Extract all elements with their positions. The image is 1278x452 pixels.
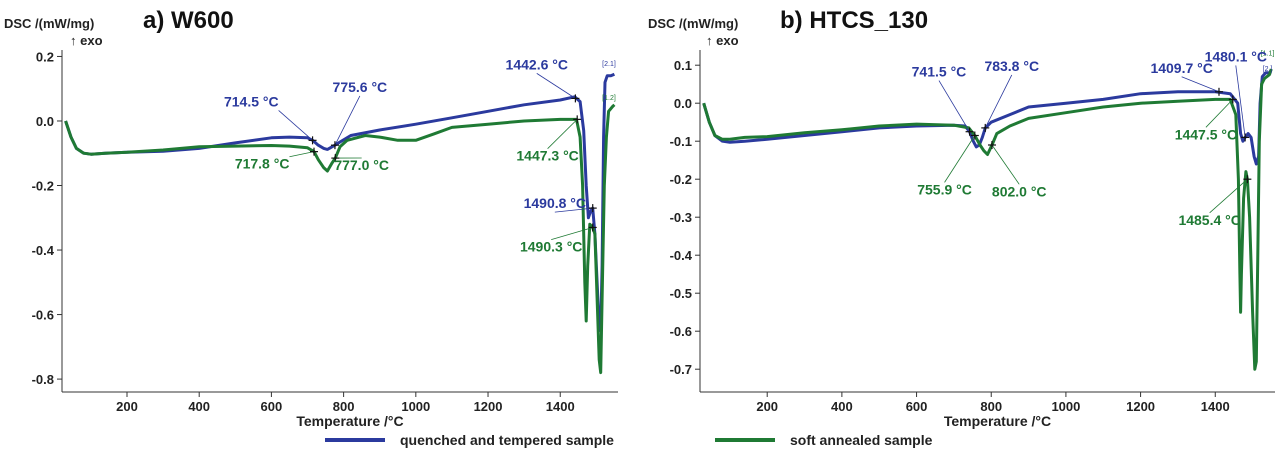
y-tick-label: 0.2 — [36, 49, 54, 64]
curve-tag: [2.] — [1263, 66, 1273, 73]
annotation-leader — [1209, 178, 1248, 214]
annotation-leader — [536, 73, 576, 99]
exo-label-b: ↑ exo — [706, 33, 739, 48]
annotation-label: 802.0 °C — [992, 183, 1047, 199]
x-tick-label: 1400 — [546, 399, 575, 414]
y-tick-label: -0.2 — [32, 179, 54, 194]
annotation-leader — [1205, 99, 1234, 128]
curve-tag: [1.2] — [602, 95, 616, 102]
annotation-label: 1447.5 °C — [1175, 126, 1237, 142]
annotation-label: 777.0 °C — [334, 157, 389, 173]
curve-tag: [1.1] — [1261, 51, 1275, 58]
annotation-label: 1490.3 °C — [520, 239, 582, 255]
y-tick-label: 0.0 — [674, 96, 692, 111]
y-tick-label: -0.7 — [670, 362, 692, 377]
annotation-label: 775.6 °C — [333, 79, 388, 95]
y-axis-label-b: DSC /(mW/mg) — [648, 16, 738, 31]
annotation-leader — [938, 80, 970, 132]
annotation-label: 741.5 °C — [912, 64, 967, 80]
annotation-label: 714.5 °C — [224, 93, 279, 109]
x-tick-label: 200 — [116, 399, 138, 414]
y-tick-label: -0.4 — [32, 243, 55, 258]
x-tick-label: 800 — [980, 399, 1002, 414]
y-tick-label: -0.4 — [670, 248, 693, 263]
annotation-label: 783.8 °C — [984, 58, 1039, 74]
x-tick-label: 600 — [906, 399, 928, 414]
series-line-soft-b — [702, 68, 1273, 371]
x-tick-label: 600 — [261, 399, 283, 414]
legend: quenched and tempered sample soft anneal… — [325, 432, 933, 448]
annotation-leader — [334, 95, 361, 146]
x-tick-label: 1200 — [1126, 399, 1155, 414]
x-axis-label-b: Temperature /°C — [944, 413, 1051, 429]
legend-label-soft: soft annealed sample — [790, 432, 933, 448]
x-axis-label-a: Temperature /°C — [296, 413, 403, 429]
annotation-label: 1447.3 °C — [516, 148, 578, 164]
annotation-leader — [991, 144, 1020, 185]
y-tick-label: 0.1 — [674, 58, 692, 73]
annotation-label: 1485.4 °C — [1178, 212, 1240, 228]
annotation-leader — [554, 207, 593, 213]
chart-title-a: a) W600 — [143, 7, 234, 34]
series-line-soft-a — [64, 103, 616, 375]
y-tick-label: -0.3 — [670, 210, 692, 225]
x-tick-label: 1000 — [1051, 399, 1080, 414]
y-tick-label: -0.8 — [32, 372, 54, 387]
x-tick-label: 1200 — [474, 399, 503, 414]
series-line-quenched-b — [702, 71, 1272, 166]
annotation-leader — [1181, 76, 1220, 93]
x-tick-label: 200 — [756, 399, 778, 414]
annotation-leader — [278, 110, 313, 141]
chart-title-b: b) HTCS_130 — [780, 7, 928, 34]
annotation-label: 755.9 °C — [917, 181, 972, 197]
annotation-label: 1442.6 °C — [506, 56, 568, 72]
annotation-leader — [1235, 65, 1246, 138]
exo-label-a: ↑ exo — [70, 33, 103, 48]
x-tick-label: 400 — [831, 399, 853, 414]
annotation-leader — [944, 135, 976, 183]
y-tick-label: -0.1 — [670, 134, 692, 149]
y-tick-label: -0.5 — [670, 286, 692, 301]
chart-b-htcs130: b) HTCS_130 DSC /(mW/mg) ↑ exo Temperature … — [648, 7, 1275, 429]
annotation-leader — [551, 227, 593, 241]
y-tick-label: 0.0 — [36, 114, 54, 129]
annotation-leader — [984, 74, 1013, 129]
annotation-label: 717.8 °C — [235, 156, 290, 172]
annotation-leader — [289, 151, 315, 158]
x-tick-label: 1400 — [1201, 399, 1230, 414]
annotation-label: 1480.1 °C — [1205, 48, 1267, 64]
legend-label-quenched: quenched and tempered sample — [400, 432, 614, 448]
curve-tag: [2.1] — [602, 61, 616, 68]
x-tick-label: 400 — [188, 399, 210, 414]
y-tick-label: -0.2 — [670, 172, 692, 187]
x-tick-label: 1000 — [401, 399, 430, 414]
chart-a-w600: a) W600 DSC /(mW/mg) ↑ exo Temperature /°C 2… — [4, 7, 618, 429]
annotation-label: 1490.8 °C — [524, 195, 586, 211]
y-axis-label-a: DSC /(mW/mg) — [4, 16, 94, 31]
annotation-label: 1409.7 °C — [1150, 60, 1212, 76]
annotation-leader — [547, 119, 578, 149]
x-tick-label: 800 — [333, 399, 355, 414]
y-tick-label: -0.6 — [670, 324, 692, 339]
y-tick-label: -0.6 — [32, 308, 54, 323]
